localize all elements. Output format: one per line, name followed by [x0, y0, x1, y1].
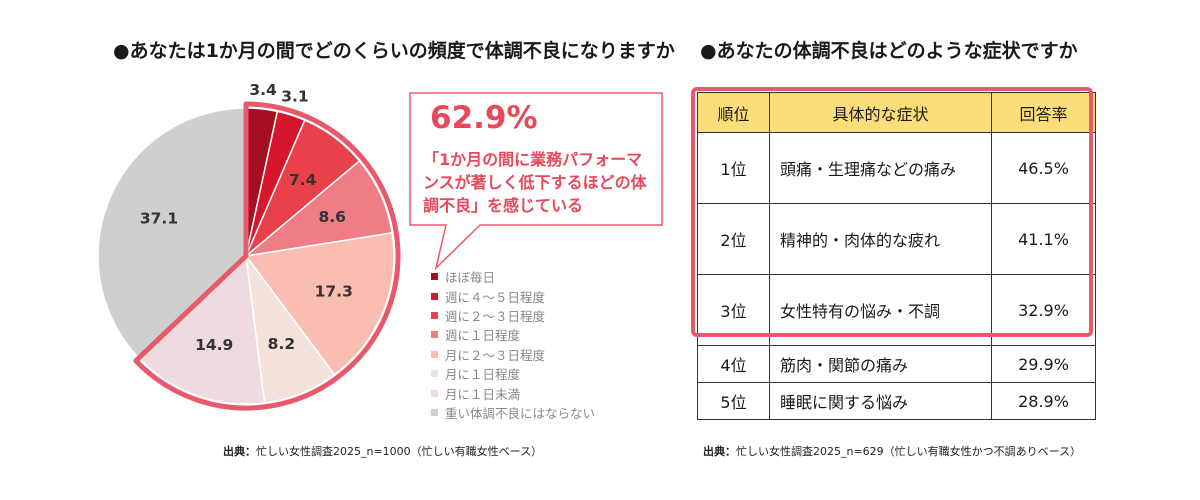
pie-slice: [137, 254, 266, 405]
pie-labels: 3.4 3.1 7.4 8.6 17.3 8.2 14.9 37.1: [140, 81, 353, 354]
slice-label: 37.1: [140, 210, 178, 228]
rank-cell: 5位: [697, 382, 770, 420]
header-rate: 回答率: [991, 92, 1096, 133]
rate-cell: 41.1%: [991, 203, 1096, 275]
slice-label: 3.1: [281, 88, 308, 106]
pie-slice: [97, 107, 247, 360]
legend-label: 重い体調不良にはならない: [445, 405, 596, 421]
symptom-cell: 精神的・肉体的な疲れ: [769, 203, 992, 275]
rank-cell: 3位: [697, 274, 770, 346]
rank-cell: 2位: [697, 203, 770, 275]
right-source: 出典：忙しい女性調査2025_n=629（忙しい有職女性かつ不調ありベース）: [703, 443, 1081, 459]
symptom-cell: 筋肉・関節の痛み: [769, 345, 992, 383]
legend-item: 重い体調不良にはならない: [431, 403, 595, 422]
callout-text: 「1か月の間に業務パフォーマンスが著しく低下するほどの体調不良」を感じている: [423, 150, 647, 215]
rank-cell: 4位: [697, 345, 770, 383]
legend-item: 月に１日未満: [431, 383, 595, 402]
legend-item: 月に２～３日程度: [431, 345, 595, 364]
legend-label: ほぼ毎日: [445, 270, 496, 286]
legend-label: 月に１日未満: [445, 386, 521, 402]
legend-item: 月に１日程度: [431, 364, 595, 383]
rank-cell: 1位: [697, 132, 770, 204]
header-symptom: 具体的な症状: [769, 92, 992, 133]
pie-slice: [244, 231, 395, 376]
legend-item: 週に２～３日程度: [431, 306, 595, 325]
source-text: 忙しい女性調査2025_n=1000（忙しい有職女性ベース）: [256, 445, 543, 458]
symptom-table: 順位 具体的な症状 回答率 1位 頭痛・生理痛などの痛み 46.5% 2位 精神…: [697, 92, 1096, 420]
legend-swatch: [431, 389, 438, 397]
table-row: 2位 精神的・肉体的な疲れ 41.1%: [697, 203, 1096, 275]
table-row: 4位 筋肉・関節の痛み 29.9%: [697, 345, 1096, 383]
highlight-outline: [133, 101, 401, 411]
source-label: 出典：: [703, 445, 736, 458]
pie-legend: ほぼ毎日週に４～５日程度 週に２～３日程度 週に１日程度月に２～３日程度 月に１日程度…: [431, 267, 595, 422]
table-row: 5位 睡眠に関する悩み 28.9%: [697, 382, 1096, 420]
legend-label: 週に２～３日程度: [445, 308, 546, 324]
rate-cell: 32.9%: [991, 274, 1096, 346]
legend-label: 週に１日程度: [445, 328, 521, 344]
pie-slices: [97, 107, 395, 405]
table-row: 3位 女性特有の悩み・不調 32.9%: [697, 274, 1096, 346]
pie-chart-title: ●あなたは1か月の間でどのくらいの頻度で体調不良になりますか: [113, 40, 675, 62]
legend-swatch: [431, 408, 438, 416]
legend-label: 週に４～５日程度: [445, 289, 546, 305]
rate-cell: 46.5%: [991, 132, 1096, 204]
callout-percentage: 62.9%: [430, 100, 538, 136]
legend-item: 週に４～５日程度: [431, 286, 595, 305]
table-title: ●あなたの体調不良はどのような症状ですか: [700, 40, 1078, 62]
source-text: 忙しい女性調査2025_n=629（忙しい有職女性かつ不調ありベース）: [736, 445, 1082, 458]
slice-label: 8.6: [318, 208, 345, 226]
slice-label: 17.3: [315, 283, 353, 301]
slice-label: 14.9: [195, 336, 233, 354]
slice-label: 8.2: [268, 335, 295, 353]
left-source: 出典：忙しい女性調査2025_n=1000（忙しい有職女性ベース）: [223, 443, 542, 459]
table-row: 1位 頭痛・生理痛などの痛み 46.5%: [697, 132, 1096, 204]
table-header-row: 順位 具体的な症状 回答率: [697, 92, 1096, 133]
legend-label: 月に１日程度: [445, 367, 521, 383]
header-rank: 順位: [697, 92, 770, 133]
legend-swatch: [431, 273, 438, 281]
legend-swatch: [431, 370, 438, 378]
rate-cell: 28.9%: [991, 382, 1096, 420]
legend-item: ほぼ毎日: [431, 267, 595, 286]
legend-swatch: [431, 331, 438, 339]
symptom-cell: 睡眠に関する悩み: [769, 382, 992, 420]
source-label: 出典：: [223, 445, 256, 458]
legend-swatch: [431, 311, 438, 319]
legend-label: 月に２～３日程度: [445, 347, 546, 363]
legend-swatch: [431, 292, 438, 300]
symptom-cell: 女性特有の悩み・不調: [769, 274, 992, 346]
slice-label: 7.4: [289, 171, 317, 189]
slice-label: 3.4: [249, 81, 277, 99]
rate-cell: 29.9%: [991, 345, 1096, 383]
legend-swatch: [431, 350, 438, 358]
legend-item: 週に１日程度: [431, 325, 595, 344]
symptom-cell: 頭痛・生理痛などの痛み: [769, 132, 992, 204]
callout-box: [409, 92, 663, 271]
